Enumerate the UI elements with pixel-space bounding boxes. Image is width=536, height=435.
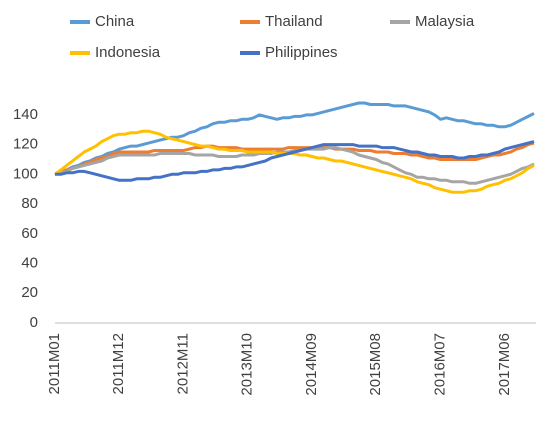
x-tick-label: 2012M11 [174, 333, 191, 394]
y-tick-label: 80 [21, 195, 38, 212]
series-line [55, 140, 535, 182]
legend-label: China [95, 13, 135, 30]
legend-label: Philippines [265, 44, 338, 61]
x-tick-label: 2011M01 [46, 333, 63, 394]
y-tick-label: 100 [13, 165, 38, 182]
series-line [54, 141, 535, 176]
legend-label: Indonesia [95, 44, 161, 61]
x-tick-label: 2017M06 [496, 333, 513, 396]
y-tick-label: 20 [21, 284, 38, 301]
x-tick-label: 2015M08 [367, 333, 384, 396]
y-tick-label: 60 [21, 225, 38, 242]
legend-label: Thailand [265, 13, 323, 30]
y-tick-label: 40 [21, 255, 38, 272]
y-tick-label: 140 [13, 106, 38, 123]
legend-label: Malaysia [415, 13, 475, 30]
x-tick-label: 2016M07 [432, 333, 449, 396]
x-tick-label: 2014M09 [303, 333, 320, 396]
x-tick-label: 2013M10 [239, 333, 256, 396]
y-tick-label: 120 [13, 136, 38, 153]
series-line [54, 101, 535, 176]
x-tick-label: 2011M12 [110, 333, 127, 394]
y-tick-label: 0 [30, 314, 38, 331]
